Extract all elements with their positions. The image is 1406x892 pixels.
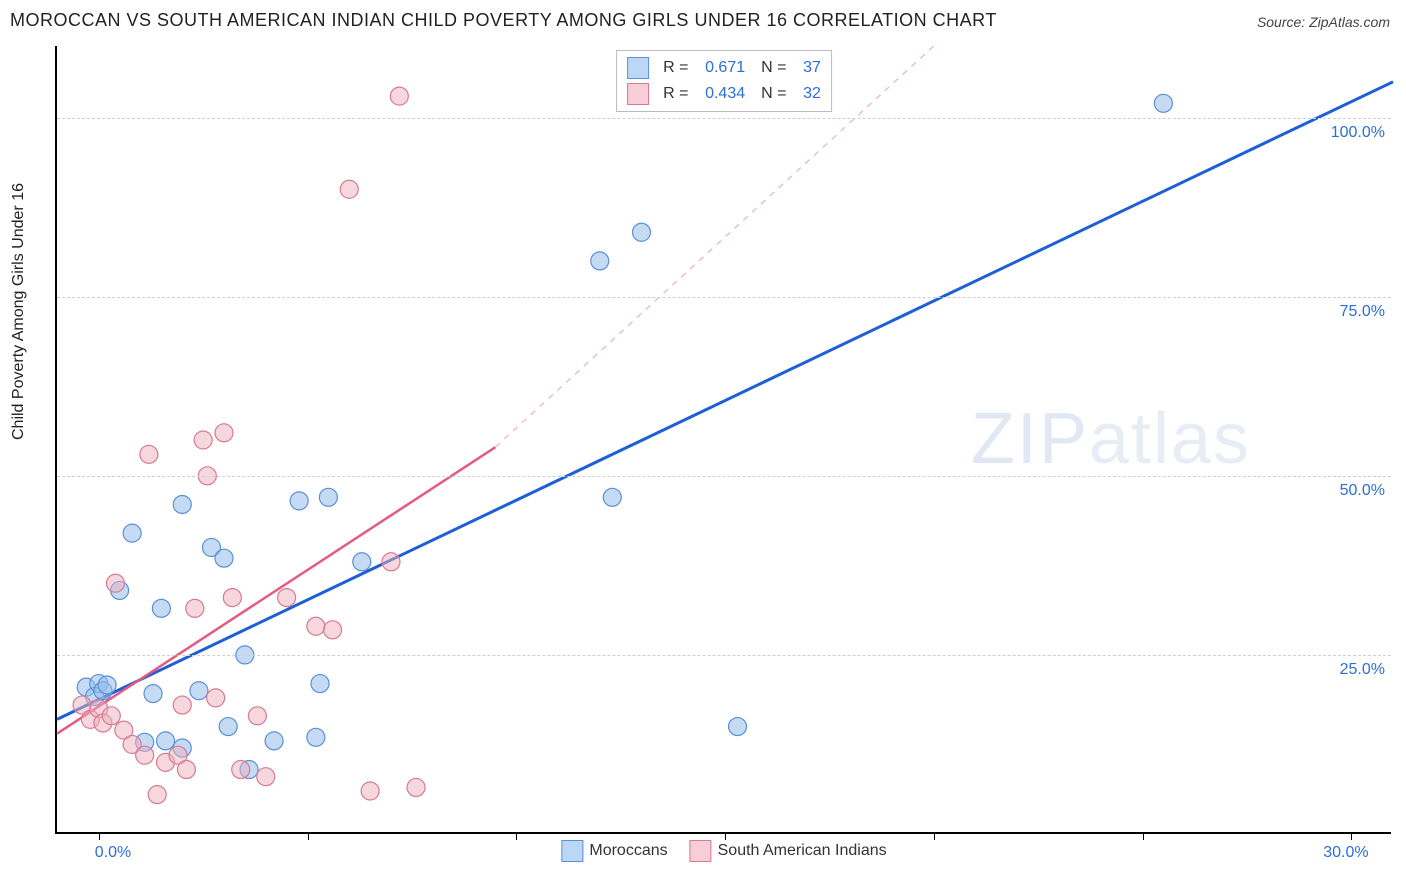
data-point <box>186 599 204 617</box>
x-tick <box>99 832 100 840</box>
legend-swatch <box>627 83 649 105</box>
correlation-legend: R = 0.671 N = 37 R = 0.434 N = 32 <box>616 50 832 112</box>
data-point <box>98 676 116 694</box>
data-point <box>290 492 308 510</box>
data-point <box>194 431 212 449</box>
data-point <box>106 574 124 592</box>
legend-row: R = 0.671 N = 37 <box>627 55 821 81</box>
data-point <box>1154 94 1172 112</box>
source-value: ZipAtlas.com <box>1309 14 1390 30</box>
legend-r-value: 0.671 <box>705 59 745 77</box>
data-point <box>215 424 233 442</box>
y-axis-label: Child Poverty Among Girls Under 16 <box>10 183 28 440</box>
data-point <box>729 718 747 736</box>
data-point <box>248 707 266 725</box>
data-point <box>190 682 208 700</box>
legend-label: South American Indians <box>718 842 887 859</box>
y-tick-label: 25.0% <box>1340 661 1385 679</box>
data-point <box>265 732 283 750</box>
legend-n-value: 32 <box>803 85 821 103</box>
data-point <box>223 589 241 607</box>
data-point <box>123 524 141 542</box>
legend-swatch <box>690 840 712 862</box>
data-point <box>324 621 342 639</box>
x-tick-label: 30.0% <box>1323 844 1368 862</box>
data-point <box>140 445 158 463</box>
data-point <box>152 599 170 617</box>
data-point <box>390 87 408 105</box>
gridline <box>57 655 1391 656</box>
data-point <box>173 495 191 513</box>
data-point <box>307 728 325 746</box>
trend-line <box>57 82 1393 720</box>
data-point <box>353 553 371 571</box>
gridline <box>57 476 1391 477</box>
legend-item: Moroccans <box>561 840 667 862</box>
data-point <box>136 746 154 764</box>
plot-area: ZIPatlas R =0.671N =37R =0.434N =32 Moro… <box>55 46 1391 834</box>
data-point <box>633 223 651 241</box>
x-tick <box>1143 832 1144 840</box>
data-point <box>144 685 162 703</box>
data-point <box>361 782 379 800</box>
y-tick-label: 100.0% <box>1331 124 1385 142</box>
data-point <box>340 180 358 198</box>
x-tick <box>1351 832 1352 840</box>
legend-r-label: R = <box>663 59 697 77</box>
data-point <box>215 549 233 567</box>
data-point <box>278 589 296 607</box>
data-point <box>307 617 325 635</box>
data-point <box>311 675 329 693</box>
y-tick-label: 50.0% <box>1340 482 1385 500</box>
data-point <box>257 768 275 786</box>
data-point <box>407 778 425 796</box>
data-point <box>157 732 175 750</box>
data-point <box>102 707 120 725</box>
data-point <box>219 718 237 736</box>
data-point <box>603 488 621 506</box>
legend-r-label: R = <box>663 85 697 103</box>
data-point <box>382 553 400 571</box>
x-tick <box>934 832 935 840</box>
series-legend: Moroccans South American Indians <box>561 840 886 862</box>
data-point <box>232 761 250 779</box>
legend-n-value: 37 <box>803 59 821 77</box>
legend-swatch <box>627 57 649 79</box>
legend-row: R = 0.434 N = 32 <box>627 81 821 107</box>
source-label: Source: <box>1257 14 1305 30</box>
legend-label: Moroccans <box>589 842 667 859</box>
gridline <box>57 297 1391 298</box>
chart-svg <box>57 46 1391 832</box>
data-point <box>591 252 609 270</box>
gridline <box>57 118 1391 119</box>
x-tick-label: 0.0% <box>95 844 131 862</box>
x-tick <box>516 832 517 840</box>
legend-n-label: N = <box>761 59 795 77</box>
legend-r-value: 0.434 <box>705 85 745 103</box>
data-point <box>148 786 166 804</box>
x-tick <box>308 832 309 840</box>
legend-item: South American Indians <box>690 840 887 862</box>
data-point <box>319 488 337 506</box>
chart-title: MOROCCAN VS SOUTH AMERICAN INDIAN CHILD … <box>10 10 997 31</box>
legend-n-label: N = <box>761 85 795 103</box>
y-tick-label: 75.0% <box>1340 303 1385 321</box>
source-attribution: Source: ZipAtlas.com <box>1257 14 1390 30</box>
data-point <box>177 761 195 779</box>
data-point <box>207 689 225 707</box>
x-tick <box>725 832 726 840</box>
data-point <box>173 696 191 714</box>
legend-swatch <box>561 840 583 862</box>
